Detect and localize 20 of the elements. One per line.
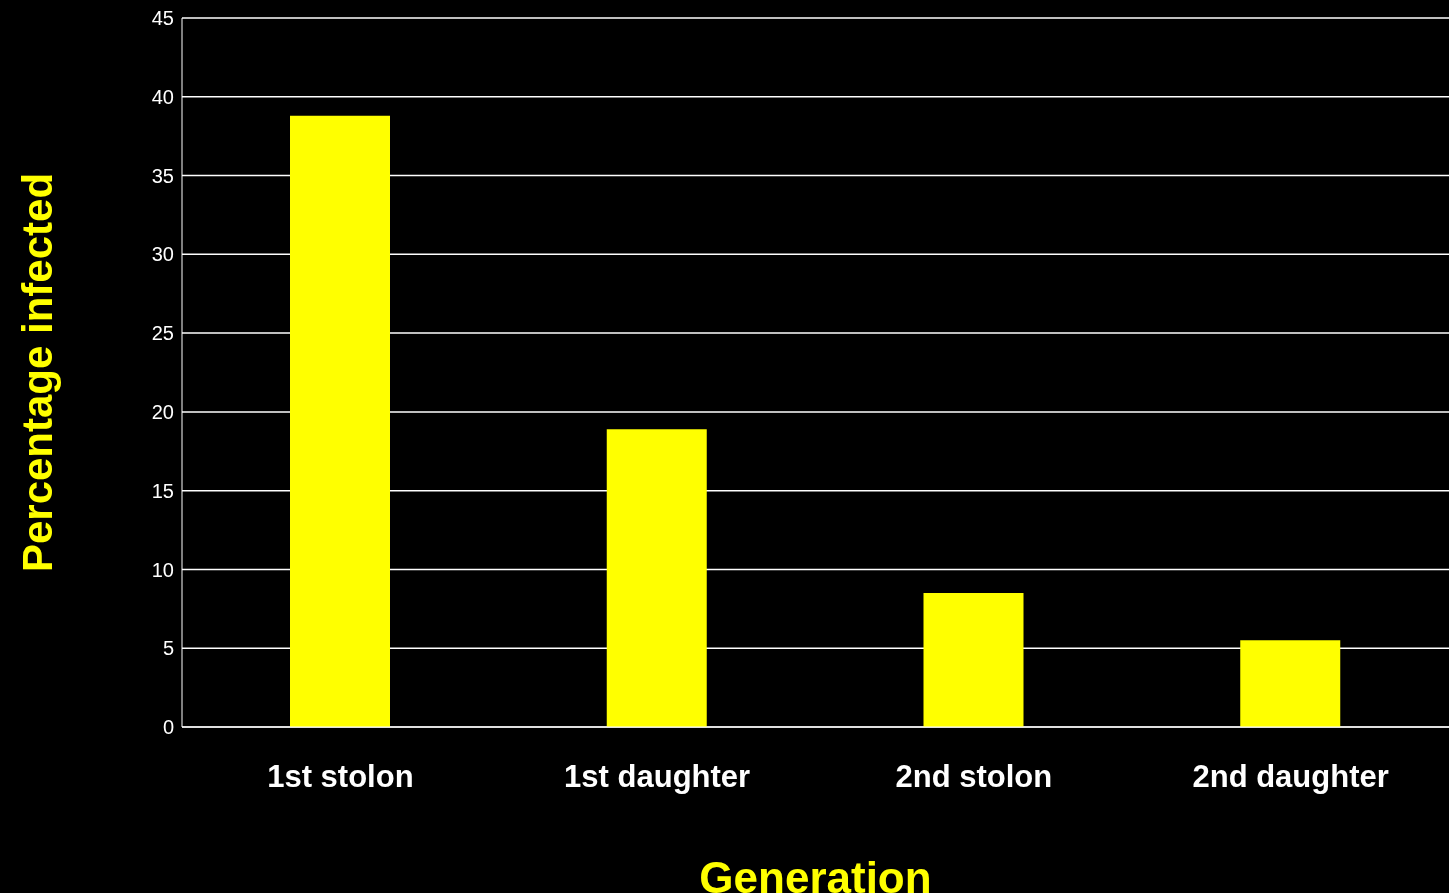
x-tick-label: 2nd stolon — [895, 759, 1053, 795]
x-tick-label: 1st daughter — [564, 759, 751, 795]
y-tick-label: 5 — [162, 637, 174, 660]
y-tick-label: 45 — [151, 7, 174, 30]
bar — [290, 115, 390, 727]
x-tick-label: 2nd daughter — [1192, 759, 1389, 795]
y-tick-label: 0 — [162, 716, 174, 739]
bar — [1240, 640, 1341, 727]
y-tick-label: 35 — [151, 164, 174, 187]
y-axis-title: Percentage infected — [14, 172, 61, 573]
bar — [606, 429, 707, 727]
bar — [923, 593, 1024, 727]
y-tick-label: 40 — [151, 85, 174, 108]
y-tick-label: 20 — [151, 400, 174, 423]
y-tick-label: 25 — [151, 322, 174, 345]
x-axis-title: Generation — [699, 853, 932, 893]
x-tick-label: 1st stolon — [267, 759, 414, 795]
y-tick-label: 15 — [151, 479, 174, 502]
y-tick-label: 30 — [151, 243, 174, 266]
y-tick-label: 10 — [151, 558, 174, 581]
